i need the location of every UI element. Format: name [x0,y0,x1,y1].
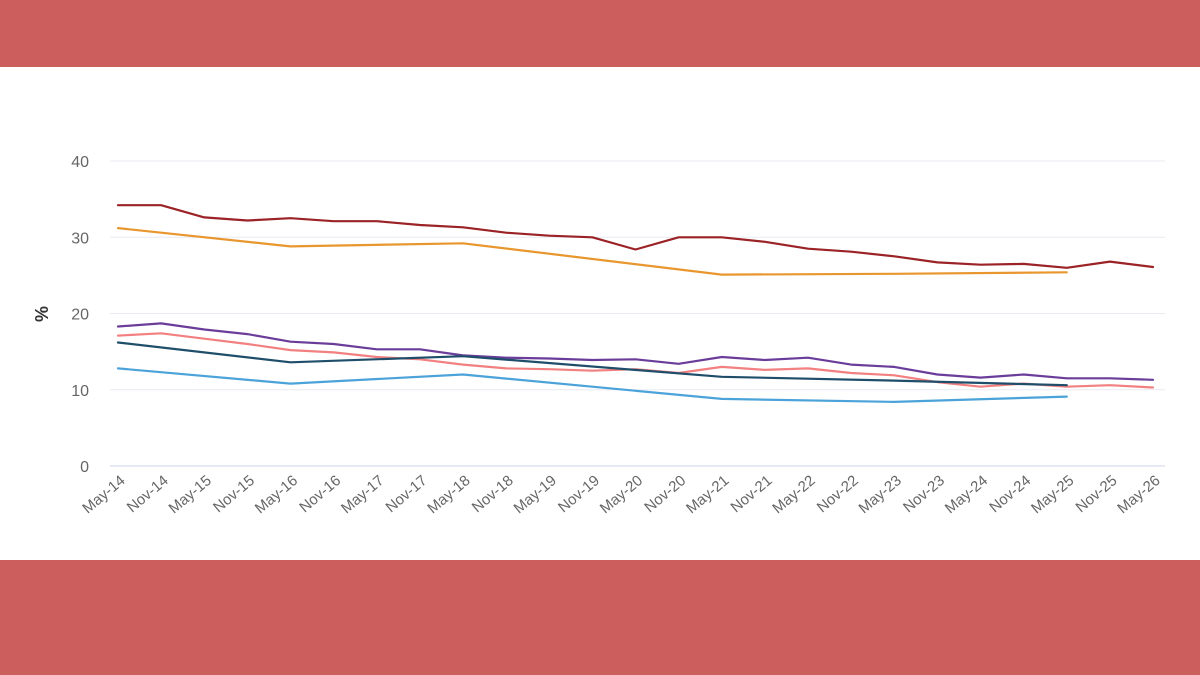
x-tick-label: May-14 [79,472,128,517]
x-tick-label: Nov-16 [296,472,344,516]
series-line-5 [116,341,1068,387]
x-tick-label: May-21 [683,472,732,517]
x-tick-label: May-25 [1028,472,1077,517]
x-tick-label: Nov-14 [124,472,172,516]
x-tick-label: May-20 [597,472,646,517]
x-tick-label: Nov-17 [382,472,430,516]
y-tick-label: 30 [71,230,89,247]
y-axis-ticks: 0 10 20 30 40 [71,154,89,476]
y-tick-label: 0 [80,459,89,476]
x-tick-label: Nov-19 [555,472,603,516]
x-tick-label: Nov-21 [727,472,775,516]
bottom-banner [0,560,1200,675]
series-line-3 [116,322,1155,381]
x-tick-label: Nov-18 [469,472,517,516]
series-line-6 [116,367,1068,403]
series-line-1 [116,204,1155,269]
x-tick-label: Nov-20 [641,472,689,516]
x-tick-label: May-19 [511,472,560,517]
gridlines [110,160,1165,467]
x-tick-label: May-16 [252,472,301,517]
x-tick-label: May-15 [166,472,215,517]
y-tick-label: 10 [71,383,89,400]
series-lines [116,204,1155,403]
chart-panel: 0 10 20 30 40 % May-14 Nov-14 May-15 Nov-15 May-… [0,67,1200,560]
x-tick-label: May-26 [1114,472,1163,517]
x-tick-label: Nov-24 [986,472,1034,516]
top-banner [0,0,1200,67]
x-tick-label: May-23 [856,472,905,517]
x-tick-label: Nov-23 [900,472,948,516]
y-axis-label: % [32,306,52,322]
x-tick-label: May-22 [769,472,818,517]
x-tick-label: Nov-22 [814,472,862,516]
y-tick-label: 40 [71,154,89,171]
y-tick-label: 20 [71,307,89,324]
x-axis-ticks: May-14Nov-14May-15Nov-15May-16Nov-16May-… [79,472,1163,517]
x-tick-label: May-24 [942,472,991,517]
series-line-2 [116,227,1068,276]
x-tick-label: May-18 [424,472,473,517]
x-tick-label: Nov-25 [1072,472,1120,516]
x-tick-label: May-17 [338,472,387,517]
x-tick-label: Nov-15 [210,472,258,516]
